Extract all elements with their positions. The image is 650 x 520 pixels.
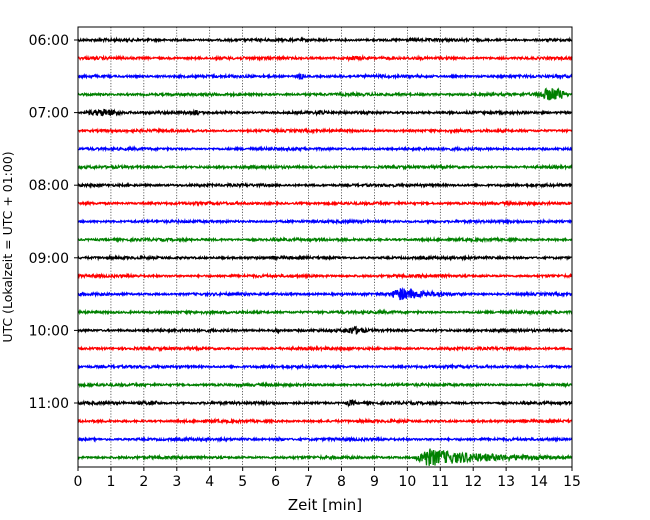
x-axis: 0 1 2 3 4 5 6 7 8 9 10 11 12 13 14 15 bbox=[74, 467, 581, 490]
x-tick-label: 3 bbox=[172, 474, 181, 490]
seismic-trace bbox=[77, 381, 573, 389]
seismic-trace bbox=[77, 362, 573, 371]
x-tick-label: 13 bbox=[497, 474, 515, 490]
plot-frame bbox=[77, 26, 573, 468]
seismic-trace bbox=[77, 36, 573, 44]
x-tick-label: 12 bbox=[464, 474, 482, 490]
grid-lines bbox=[110, 27, 540, 467]
seismic-trace bbox=[77, 217, 573, 226]
y-axis-label: UTC (Lokalzeit = UTC + 01:00) bbox=[0, 151, 15, 342]
x-tick-label: 14 bbox=[530, 474, 548, 490]
y-axis: 06:00 07:00 08:00 09:00 10:00 11:00 bbox=[29, 33, 78, 412]
x-tick-label: 7 bbox=[304, 474, 313, 490]
seismic-trace bbox=[77, 235, 573, 244]
seismic-trace bbox=[77, 272, 573, 280]
x-tick-label: 8 bbox=[337, 474, 346, 490]
seismic-trace bbox=[77, 127, 573, 135]
y-tick-label: 06:00 bbox=[29, 33, 69, 49]
seismic-trace bbox=[77, 448, 573, 466]
x-tick-label: 15 bbox=[563, 474, 581, 490]
seismic-trace bbox=[77, 399, 573, 408]
x-axis-label: Zeit [min] bbox=[288, 496, 362, 514]
seismic-trace bbox=[77, 344, 573, 353]
x-tick-label: 5 bbox=[238, 474, 247, 490]
seismic-trace bbox=[77, 163, 573, 171]
seismic-trace bbox=[77, 254, 573, 262]
y-tick-label: 08:00 bbox=[29, 178, 69, 194]
y-tick-label: 09:00 bbox=[29, 251, 69, 267]
seismic-trace bbox=[77, 417, 573, 425]
seismic-trace bbox=[77, 87, 573, 101]
seismic-trace bbox=[77, 54, 573, 63]
seismic-trace bbox=[77, 286, 573, 301]
x-tick-label: 4 bbox=[205, 474, 214, 490]
seismic-trace bbox=[77, 435, 573, 444]
x-tick-label: 9 bbox=[370, 474, 379, 490]
seismic-trace bbox=[77, 199, 573, 208]
seismic-trace bbox=[77, 325, 573, 335]
x-tick-label: 10 bbox=[398, 474, 416, 490]
seismic-trace bbox=[77, 308, 573, 317]
seismic-trace bbox=[77, 72, 573, 81]
x-tick-label: 1 bbox=[106, 474, 115, 490]
x-tick-label: 6 bbox=[271, 474, 280, 490]
x-tick-label: 2 bbox=[139, 474, 148, 490]
y-tick-label: 11:00 bbox=[29, 396, 69, 412]
seismic-traces bbox=[77, 36, 573, 466]
seismic-trace bbox=[77, 108, 573, 117]
y-tick-label: 10:00 bbox=[29, 323, 69, 339]
x-tick-label: 0 bbox=[74, 474, 83, 490]
seismic-trace bbox=[77, 145, 573, 153]
x-tick-label: 11 bbox=[431, 474, 449, 490]
seismic-trace bbox=[77, 181, 573, 189]
y-tick-label: 07:00 bbox=[29, 106, 69, 122]
